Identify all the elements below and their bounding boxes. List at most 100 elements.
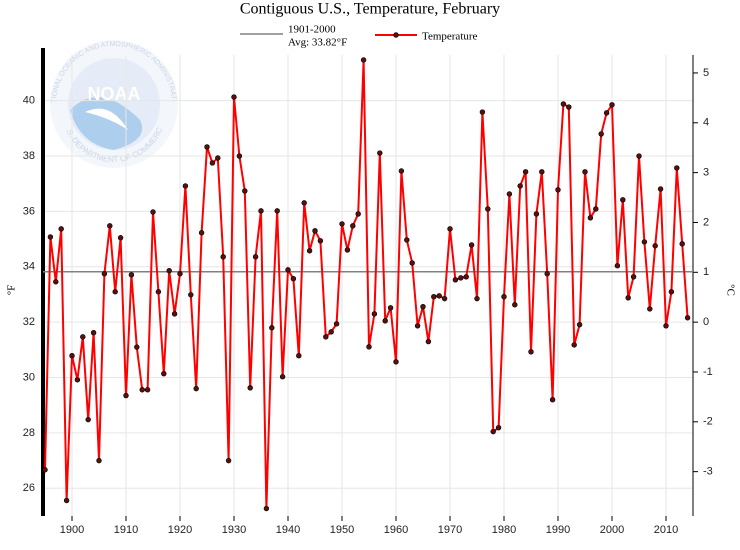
data-point bbox=[312, 228, 318, 234]
data-point bbox=[220, 254, 226, 260]
data-point bbox=[479, 109, 486, 115]
data-point bbox=[290, 276, 297, 282]
data-point bbox=[204, 144, 210, 150]
data-point bbox=[420, 303, 426, 310]
data-point bbox=[679, 241, 685, 247]
data-point bbox=[317, 238, 324, 244]
data-point bbox=[182, 183, 189, 189]
data-point bbox=[252, 254, 259, 260]
data-point bbox=[269, 325, 275, 331]
data-point bbox=[544, 271, 550, 277]
y-tick-label: 30 bbox=[23, 371, 35, 383]
data-point bbox=[360, 57, 367, 63]
data-point bbox=[458, 275, 464, 281]
x-tick-label: 1960 bbox=[384, 524, 408, 536]
data-point bbox=[512, 302, 518, 308]
y-tick-label: 34 bbox=[23, 261, 35, 273]
data-point bbox=[668, 289, 675, 295]
data-point bbox=[522, 169, 529, 175]
data-point bbox=[63, 497, 70, 504]
data-point bbox=[560, 101, 567, 107]
data-point bbox=[441, 295, 448, 302]
data-point bbox=[533, 211, 540, 217]
data-point bbox=[674, 165, 680, 171]
y2-tick-label: -1 bbox=[703, 366, 713, 378]
data-point bbox=[339, 221, 345, 227]
data-point bbox=[549, 397, 556, 403]
data-point bbox=[409, 260, 415, 266]
legend-label: 1901-2000 bbox=[288, 24, 336, 36]
data-point bbox=[625, 295, 631, 301]
data-point bbox=[301, 200, 307, 206]
data-point bbox=[139, 387, 145, 393]
data-point bbox=[474, 295, 480, 302]
data-point bbox=[166, 267, 172, 274]
legend-label: Avg: 33.82°F bbox=[288, 37, 347, 49]
data-point bbox=[155, 289, 162, 295]
y2-tick-label: 4 bbox=[703, 117, 709, 129]
data-point bbox=[101, 271, 108, 277]
data-point bbox=[495, 424, 502, 431]
data-point bbox=[177, 271, 183, 277]
logo-name: NOAA bbox=[88, 84, 141, 104]
x-tick-label: 1970 bbox=[438, 524, 462, 536]
y-axis-label: °F bbox=[6, 285, 18, 296]
x-tick-label: 2000 bbox=[600, 524, 624, 536]
data-point bbox=[134, 344, 140, 350]
data-point bbox=[247, 385, 253, 391]
data-point bbox=[620, 197, 626, 203]
data-point bbox=[231, 94, 237, 100]
y-tick-label: 26 bbox=[23, 482, 35, 494]
x-tick-label: 1910 bbox=[114, 524, 138, 536]
data-point bbox=[404, 237, 410, 243]
data-point bbox=[306, 248, 313, 254]
y2-tick-label: 0 bbox=[703, 316, 709, 328]
data-point bbox=[539, 169, 545, 175]
data-point bbox=[80, 334, 86, 340]
data-point bbox=[296, 352, 302, 359]
data-point bbox=[112, 289, 118, 295]
data-point bbox=[598, 131, 604, 137]
data-point bbox=[447, 226, 453, 232]
data-point bbox=[225, 457, 232, 464]
y2-axis-label: °C bbox=[724, 284, 736, 296]
data-point bbox=[377, 150, 383, 156]
legend-marker bbox=[393, 32, 399, 38]
data-point bbox=[490, 428, 496, 435]
data-point bbox=[171, 311, 178, 317]
data-point bbox=[593, 206, 599, 212]
data-point bbox=[150, 209, 156, 215]
data-point bbox=[566, 104, 572, 110]
data-point bbox=[188, 292, 194, 298]
data-point bbox=[387, 305, 394, 311]
data-point bbox=[53, 279, 59, 285]
data-point bbox=[69, 352, 75, 359]
data-point bbox=[371, 311, 378, 317]
chart-title: Contiguous U.S., Temperature, February bbox=[240, 1, 500, 18]
data-point bbox=[85, 416, 91, 423]
data-point bbox=[117, 235, 124, 241]
data-point bbox=[436, 293, 442, 299]
x-tick-label: 1940 bbox=[276, 524, 300, 536]
y2-tick-label: 1 bbox=[703, 266, 709, 278]
data-point bbox=[571, 342, 577, 348]
data-point bbox=[193, 385, 199, 392]
data-point bbox=[128, 272, 135, 278]
data-point bbox=[414, 323, 421, 329]
y-tick-label: 40 bbox=[23, 95, 35, 107]
x-tick-label: 1920 bbox=[168, 524, 192, 536]
data-point bbox=[463, 274, 469, 280]
data-point bbox=[209, 160, 216, 166]
data-point bbox=[555, 187, 561, 193]
data-point bbox=[393, 359, 399, 365]
data-point bbox=[144, 387, 151, 393]
data-line bbox=[44, 59, 689, 509]
data-point bbox=[382, 318, 388, 324]
data-point bbox=[468, 242, 475, 248]
data-point bbox=[398, 168, 405, 174]
x-tick-label: 1900 bbox=[60, 524, 84, 536]
data-point bbox=[263, 505, 270, 512]
data-point bbox=[274, 208, 280, 214]
data-point bbox=[236, 153, 243, 159]
